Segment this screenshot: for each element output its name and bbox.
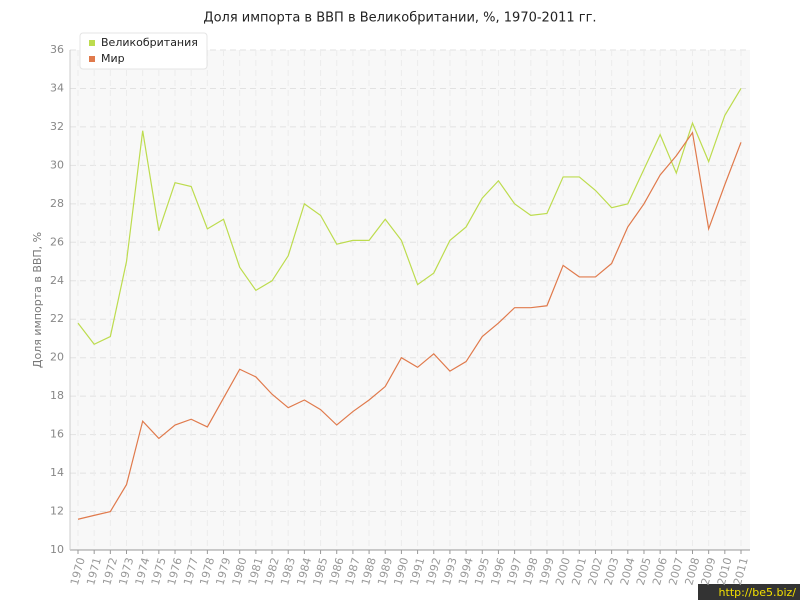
y-tick-label: 12 bbox=[50, 505, 64, 518]
watermark-bg bbox=[698, 584, 800, 600]
watermark: http://be5.biz/ bbox=[719, 586, 797, 599]
y-tick-label: 18 bbox=[50, 389, 64, 402]
legend-box bbox=[79, 32, 208, 70]
legend-label: Великобритания bbox=[101, 36, 198, 49]
y-tick-label: 22 bbox=[50, 312, 64, 325]
series-line bbox=[77, 131, 742, 520]
y-tick-label: 16 bbox=[50, 428, 64, 441]
y-tick-label: 36 bbox=[50, 43, 64, 56]
legend-swatch bbox=[89, 56, 95, 62]
legend-swatch bbox=[89, 40, 95, 46]
chart-title: Доля импорта в ВВП в Великобритании, %, … bbox=[203, 11, 596, 26]
y-axis-label: Доля импорта в ВВП, % bbox=[31, 232, 44, 368]
y-tick-label: 34 bbox=[50, 81, 64, 94]
y-tick-label: 30 bbox=[50, 158, 64, 171]
series-line bbox=[77, 88, 742, 345]
y-tick-label: 26 bbox=[50, 235, 64, 248]
legend-label: Мир bbox=[101, 52, 125, 65]
y-tick-label: 32 bbox=[50, 120, 64, 133]
y-tick-label: 20 bbox=[50, 351, 64, 364]
plot-area bbox=[70, 50, 750, 550]
y-tick-label: 28 bbox=[50, 197, 64, 210]
y-tick-label: 10 bbox=[50, 543, 64, 556]
y-tick-label: 24 bbox=[50, 274, 64, 287]
y-tick-label: 14 bbox=[50, 466, 64, 479]
